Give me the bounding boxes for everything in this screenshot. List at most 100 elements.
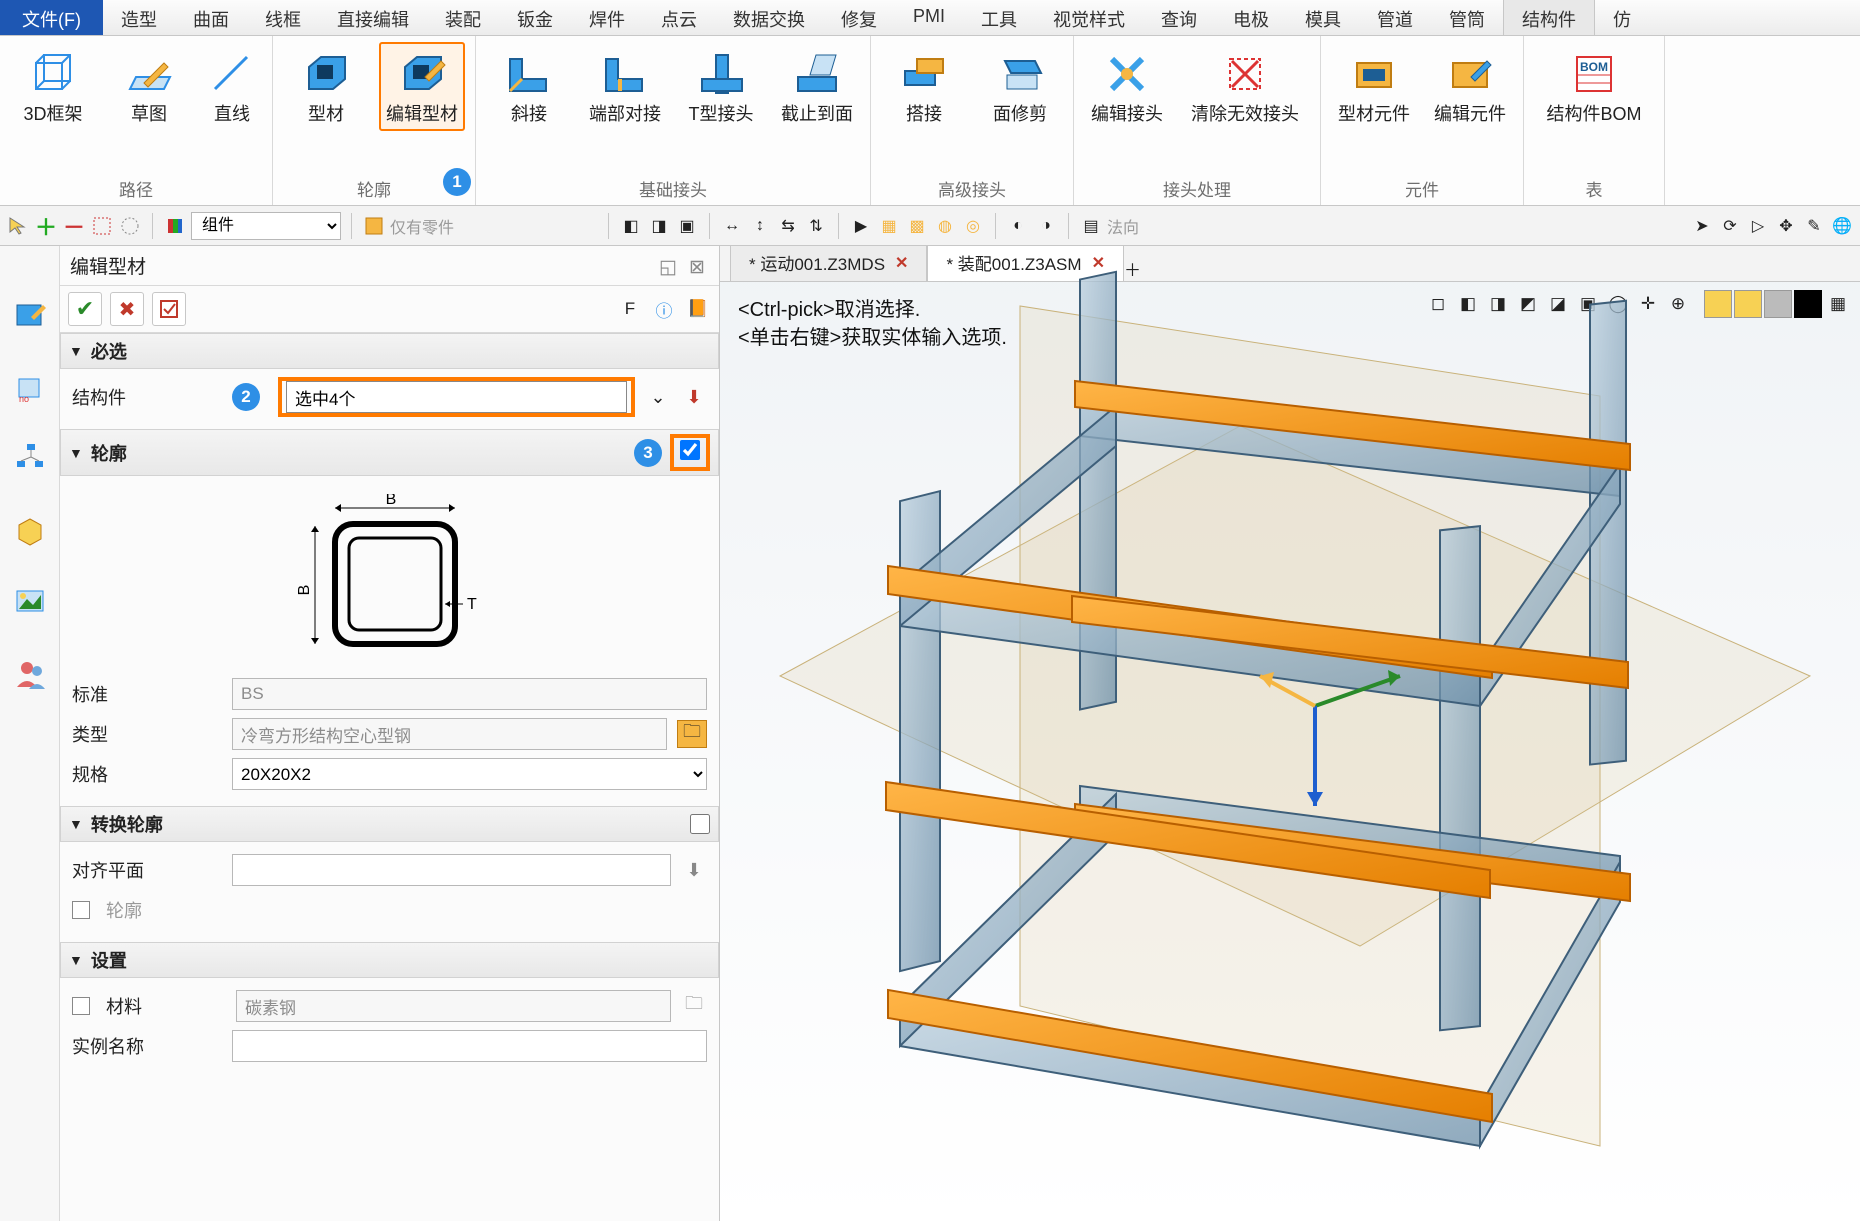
cursor-icon[interactable]: ➤ xyxy=(1690,214,1714,238)
ribbon-bom[interactable]: BOM 结构件BOM xyxy=(1534,42,1654,131)
menu-item[interactable]: 钣金 xyxy=(499,0,571,35)
struct-input[interactable] xyxy=(286,381,627,413)
pick-icon[interactable]: ⬇ xyxy=(681,857,707,883)
section-required-header[interactable]: ▼ 必选 xyxy=(60,333,719,369)
mini-icon[interactable]: ◨ xyxy=(647,214,671,238)
pencil-icon[interactable]: ✎ xyxy=(1802,214,1826,238)
component-select[interactable]: 组件 xyxy=(191,212,341,240)
ribbon-profile[interactable]: 型材 xyxy=(283,42,369,131)
ribbon-tee[interactable]: T型接头 xyxy=(678,42,764,131)
refresh-icon[interactable]: ⟳ xyxy=(1718,214,1742,238)
mini-icon[interactable]: ▤ xyxy=(1079,214,1103,238)
menu-item[interactable]: 视觉样式 xyxy=(1035,0,1143,35)
panel-info-icon[interactable]: ⓘ xyxy=(651,292,677,326)
mini-icon[interactable]: ◧ xyxy=(619,214,643,238)
folder-icon[interactable]: 🗀 xyxy=(677,720,707,748)
menu-item[interactable]: 线框 xyxy=(247,0,319,35)
globe-icon[interactable]: 🌐 xyxy=(1830,214,1854,238)
menu-item[interactable]: 查询 xyxy=(1143,0,1215,35)
menu-item[interactable]: 装配 xyxy=(427,0,499,35)
move-icon[interactable]: ✥ xyxy=(1774,214,1798,238)
menu-item[interactable]: 点云 xyxy=(643,0,715,35)
side-box-icon[interactable] xyxy=(12,512,48,548)
panel-f-button[interactable]: F xyxy=(617,292,643,326)
align-plane-input[interactable] xyxy=(232,854,671,886)
mini-icon[interactable]: ◐ xyxy=(1006,214,1030,238)
mini-icon[interactable]: ▦ xyxy=(877,214,901,238)
menu-item[interactable]: 数据交换 xyxy=(715,0,823,35)
panel-restore-icon[interactable]: ◱ xyxy=(659,256,679,276)
menu-item[interactable]: 曲面 xyxy=(175,0,247,35)
cancel-button[interactable]: ✖ xyxy=(110,292,144,326)
menu-item[interactable]: 工具 xyxy=(963,0,1035,35)
expand-list-icon[interactable]: ⌄ xyxy=(645,384,671,410)
convert-section-checkbox[interactable] xyxy=(690,814,710,834)
color-flag-icon[interactable] xyxy=(163,214,187,238)
step-badge-3: 3 xyxy=(634,439,662,467)
viewport[interactable]: * 运动001.Z3MDS ✕ * 装配001.Z3ASM ✕ ＋ <Ctrl-… xyxy=(720,246,1860,1221)
mini-icon[interactable]: ◍ xyxy=(933,214,957,238)
panel-book-icon[interactable]: 📙 xyxy=(685,292,711,326)
spec-select[interactable]: 20X20X2 xyxy=(232,758,707,790)
ribbon-profile-comp[interactable]: 型材元件 xyxy=(1331,42,1417,131)
play-icon[interactable]: ▷ xyxy=(1746,214,1770,238)
menu-item[interactable]: 模具 xyxy=(1287,0,1359,35)
profile-checkbox[interactable] xyxy=(72,901,90,919)
mini-icon[interactable]: ⇆ xyxy=(776,214,800,238)
mini-icon[interactable]: ↕ xyxy=(748,214,772,238)
mini-icon[interactable]: ▩ xyxy=(905,214,929,238)
menu-item[interactable]: 直接编辑 xyxy=(319,0,427,35)
mini-icon[interactable]: ⇅ xyxy=(804,214,828,238)
apply-button[interactable] xyxy=(152,292,186,326)
side-user-icon[interactable] xyxy=(12,656,48,692)
ribbon-label: 直线 xyxy=(214,104,250,125)
download-icon[interactable]: ⬇ xyxy=(681,384,707,410)
menu-item-structural[interactable]: 结构件 xyxy=(1503,0,1595,35)
ribbon-butt[interactable]: 端部对接 xyxy=(582,42,668,131)
panel-close-icon[interactable]: ⊠ xyxy=(689,256,709,276)
cursor-plus-icon[interactable] xyxy=(6,214,30,238)
side-cube-icon[interactable]: no xyxy=(12,368,48,404)
ribbon-lap[interactable]: 搭接 xyxy=(881,42,967,131)
menu-file[interactable]: 文件(F) xyxy=(0,0,103,35)
mini-icon[interactable]: ◑ xyxy=(1034,214,1058,238)
plus-icon[interactable]: ＋ xyxy=(34,214,58,238)
profile-section-checkbox[interactable] xyxy=(680,440,700,460)
menu-item[interactable]: PMI xyxy=(895,0,963,35)
ribbon-trimface[interactable]: 截止到面 xyxy=(774,42,860,131)
ribbon-edit-comp[interactable]: 编辑元件 xyxy=(1427,42,1513,131)
mini-icon[interactable]: ◎ xyxy=(961,214,985,238)
ribbon-edit-joint[interactable]: 编辑接头 xyxy=(1084,42,1170,131)
material-checkbox[interactable] xyxy=(72,997,90,1015)
ribbon-miter[interactable]: 斜接 xyxy=(486,42,572,131)
section-profile-header[interactable]: ▼ 轮廓 3 xyxy=(60,429,719,476)
box-orange-icon[interactable] xyxy=(362,214,386,238)
ribbon-clear-joint[interactable]: 清除无效接头 xyxy=(1180,42,1310,131)
ribbon-sketch[interactable]: 草图 xyxy=(106,42,192,131)
menu-item[interactable]: 修复 xyxy=(823,0,895,35)
side-image-icon[interactable] xyxy=(12,584,48,620)
ok-button[interactable]: ✔ xyxy=(68,292,102,326)
mini-icon[interactable]: ▶ xyxy=(849,214,873,238)
menu-item[interactable]: 电极 xyxy=(1215,0,1287,35)
minus-icon[interactable]: － xyxy=(62,214,86,238)
dotted-select-icon[interactable] xyxy=(118,214,142,238)
menu-item[interactable]: 仿 xyxy=(1595,0,1649,35)
menu-item[interactable]: 管道 xyxy=(1359,0,1431,35)
side-edit-profile-icon[interactable] xyxy=(12,296,48,332)
menu-item[interactable]: 造型 xyxy=(103,0,175,35)
ribbon-3d-frame[interactable]: 3D框架 xyxy=(10,42,96,131)
folder-icon[interactable]: 🗀 xyxy=(681,993,707,1019)
mini-icon[interactable]: ↔ xyxy=(720,214,744,238)
ribbon-line[interactable]: 直线 xyxy=(202,42,262,131)
menu-item[interactable]: 焊件 xyxy=(571,0,643,35)
menu-item[interactable]: 管筒 xyxy=(1431,0,1503,35)
section-settings-header[interactable]: ▼ 设置 xyxy=(60,942,719,978)
ribbon-facetrim[interactable]: 面修剪 xyxy=(977,42,1063,131)
ribbon-edit-profile[interactable]: 编辑型材 xyxy=(379,42,465,131)
section-convert-header[interactable]: ▼ 转换轮廓 xyxy=(60,806,719,842)
instance-input[interactable] xyxy=(232,1030,707,1062)
mini-icon[interactable]: ▣ xyxy=(675,214,699,238)
grid-select-icon[interactable] xyxy=(90,214,114,238)
side-tree-icon[interactable] xyxy=(12,440,48,476)
